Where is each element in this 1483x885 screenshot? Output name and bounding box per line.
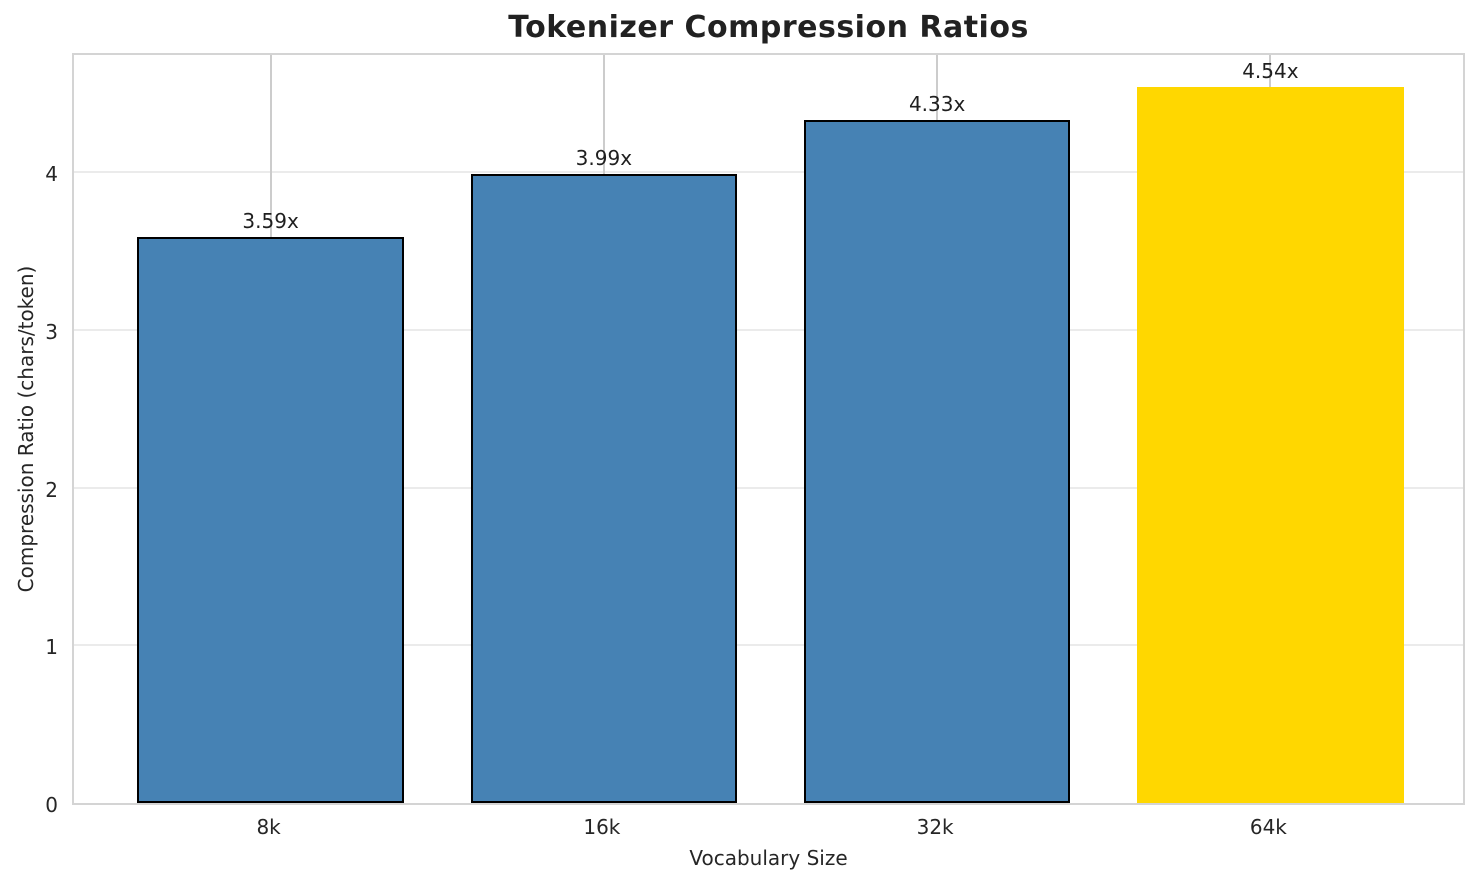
plot-area: 3.59x 3.99x 4.33x 4.54x xyxy=(72,53,1465,805)
bar-16k xyxy=(470,173,738,803)
y-gridline xyxy=(74,329,1463,332)
bar-value-label: 4.54x xyxy=(1242,59,1299,84)
bar-8k xyxy=(137,237,404,803)
y-tick-label: 4 xyxy=(45,162,58,187)
bar-32k xyxy=(803,120,1071,803)
y-tick-label: 0 xyxy=(45,793,58,817)
bar-value-label: 3.99x xyxy=(575,145,633,170)
x-tick-label: 16k xyxy=(583,815,621,839)
bar-value-label: 3.59x xyxy=(242,209,299,234)
x-axis-label: Vocabulary Size xyxy=(689,846,848,870)
bar-64k xyxy=(1137,87,1404,803)
y-tick-label: 1 xyxy=(45,635,58,660)
x-tick-label: 32k xyxy=(916,815,954,839)
y-tick-label: 3 xyxy=(45,320,58,345)
x-tick-label: 8k xyxy=(256,815,281,839)
chart-title: Tokenizer Compression Ratios xyxy=(508,10,1029,45)
y-gridline xyxy=(74,486,1463,489)
y-axis-label: Compression Ratio (chars/token) xyxy=(14,265,38,593)
y-tick-label: 2 xyxy=(45,477,58,502)
y-gridline xyxy=(74,171,1463,174)
y-gridline xyxy=(74,644,1463,647)
x-tick-label: 64k xyxy=(1249,815,1287,839)
bar-value-label: 4.33x xyxy=(908,92,966,117)
